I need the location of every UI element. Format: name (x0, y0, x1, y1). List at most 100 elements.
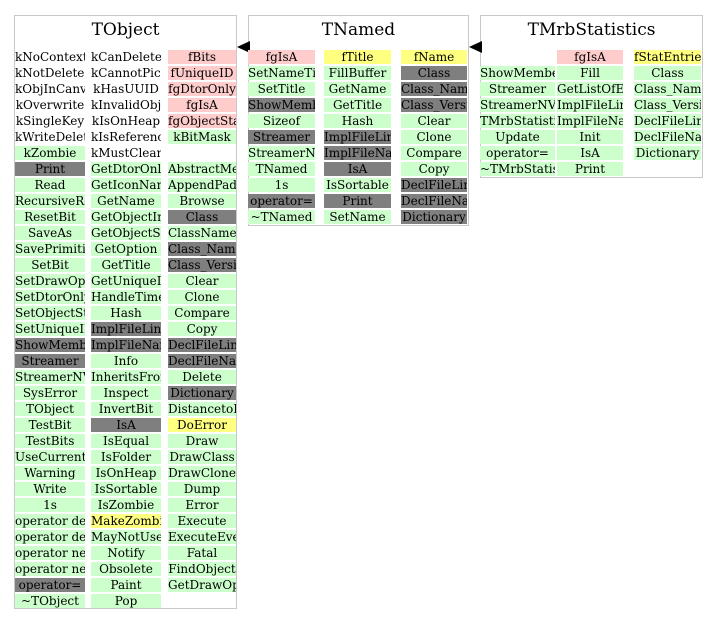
member-cell: Info (91, 354, 161, 368)
member-cell: SetObjectStat (15, 306, 85, 320)
member-cell: MakeZombie (91, 514, 161, 528)
member-cell: Print (15, 162, 85, 176)
member-cell: ~TObject (15, 594, 85, 608)
member-cell: Compare (168, 306, 236, 320)
member-cell: kZombie (15, 146, 85, 160)
member-cell: 1s (15, 498, 85, 512)
member-cell: Class_Version (168, 258, 236, 272)
member-cell: Class (634, 66, 701, 80)
member-cell: fName (401, 50, 467, 64)
member-cell: GetObjectInfo (91, 210, 161, 224)
member-cell: Pop (91, 594, 161, 608)
member-cell: ExecuteEvent (168, 530, 236, 544)
member-cell: 1s (248, 178, 315, 192)
member-cell: ~TMrbStatistics (480, 162, 555, 176)
member-cell: IsSortable (324, 178, 391, 192)
member-cell: Dictionary (168, 386, 236, 400)
member-cell: IsFolder (91, 450, 161, 464)
member-cell: IsZombie (91, 498, 161, 512)
member-cell: ImplFileName (324, 146, 391, 160)
member-cell: SetUniqueID (15, 322, 85, 336)
member-cell: Draw (168, 434, 236, 448)
member-cell: SetBit (15, 258, 85, 272)
class-box-tmrbstatistics (480, 15, 703, 178)
member-cell: ClassName (168, 226, 236, 240)
member-cell (168, 146, 236, 160)
member-cell: MayNotUse (91, 530, 161, 544)
member-cell: ImplFileLine (324, 130, 391, 144)
member-cell: Compare (401, 146, 467, 160)
member-cell: Copy (401, 162, 467, 176)
member-cell: IsSortable (91, 482, 161, 496)
member-cell: ImplFileName (91, 338, 161, 352)
member-cell: kMustCleanup (91, 146, 161, 160)
member-cell: IsEqual (91, 434, 161, 448)
member-cell: SysError (15, 386, 85, 400)
inheritance-arrow-icon (469, 41, 482, 53)
member-cell: InheritsFrom (91, 370, 161, 384)
member-cell: operator delete (15, 514, 85, 528)
member-cell: ShowMembers (248, 98, 315, 112)
member-cell: TMrbStatistics (480, 114, 555, 128)
member-cell: Fill (557, 66, 623, 80)
member-cell: operator new[] (15, 562, 85, 576)
member-cell: RecursiveRemove (15, 194, 85, 208)
member-cell: Obsolete (91, 562, 161, 576)
member-cell: Sizeof (248, 114, 315, 128)
member-cell: operator new (15, 546, 85, 560)
member-cell: fBits (168, 50, 236, 64)
class-title-tmrbstatistics: TMrbStatistics (527, 20, 656, 40)
member-cell: ImplFileName (557, 114, 623, 128)
member-cell: AbstractMethod (168, 162, 236, 176)
member-cell: fgIsA (557, 50, 623, 64)
member-cell: Dictionary (634, 146, 701, 160)
member-cell: Error (168, 498, 236, 512)
member-cell: UseCurrentStyle (15, 450, 85, 464)
member-cell: fStatEntries (634, 50, 701, 64)
member-cell: ShowMembers (480, 66, 555, 80)
member-cell: GetTitle (324, 98, 391, 112)
member-cell: SetDrawOption (15, 274, 85, 288)
member-cell: GetDtorOnly (91, 162, 161, 176)
member-cell: Class_Name (401, 82, 467, 96)
member-cell: kObjInCanvas (15, 82, 85, 96)
member-cell: Delete (168, 370, 236, 384)
member-cell: Clear (168, 274, 236, 288)
member-cell: kHasUUID (93, 82, 159, 96)
member-cell: GetListOfEntries (557, 82, 623, 96)
member-cell: Streamer (15, 354, 85, 368)
member-cell: kNotDeleted (15, 66, 85, 80)
member-cell: ResetBit (15, 210, 85, 224)
member-cell: TestBit (15, 418, 85, 432)
member-cell: StreamerNVirtual (15, 370, 85, 384)
member-cell: kBitMask (168, 130, 236, 144)
member-cell: kCanDelete (91, 50, 161, 64)
member-cell: Streamer (248, 130, 315, 144)
member-cell: DeclFileName (168, 354, 236, 368)
member-cell: Inspect (91, 386, 161, 400)
member-cell: Update (480, 130, 555, 144)
class-box-tobject (14, 15, 237, 609)
member-cell: Notify (91, 546, 161, 560)
member-cell: TNamed (248, 162, 315, 176)
member-cell: TestBits (15, 434, 85, 448)
member-cell: DoError (168, 418, 236, 432)
member-cell: fgIsA (168, 98, 236, 112)
member-cell: Clear (401, 114, 467, 128)
member-cell: fgIsA (248, 50, 315, 64)
member-cell: Fatal (168, 546, 236, 560)
member-cell: GetTitle (91, 258, 161, 272)
member-cell: operator= (480, 146, 555, 160)
member-cell: Browse (168, 194, 236, 208)
member-cell: IsA (324, 162, 391, 176)
member-cell: DeclFileLine (401, 178, 467, 192)
member-cell: Class_Name (168, 242, 236, 256)
member-cell: kIsOnHeap (91, 114, 161, 128)
member-cell: ShowMembers (15, 338, 85, 352)
member-cell: DrawClass (168, 450, 236, 464)
member-cell: SetDtorOnly (15, 290, 85, 304)
member-cell: kOverwrite (15, 98, 85, 112)
member-cell: Warning (15, 466, 85, 480)
member-cell: Clone (401, 130, 467, 144)
member-cell: Class (401, 66, 467, 80)
